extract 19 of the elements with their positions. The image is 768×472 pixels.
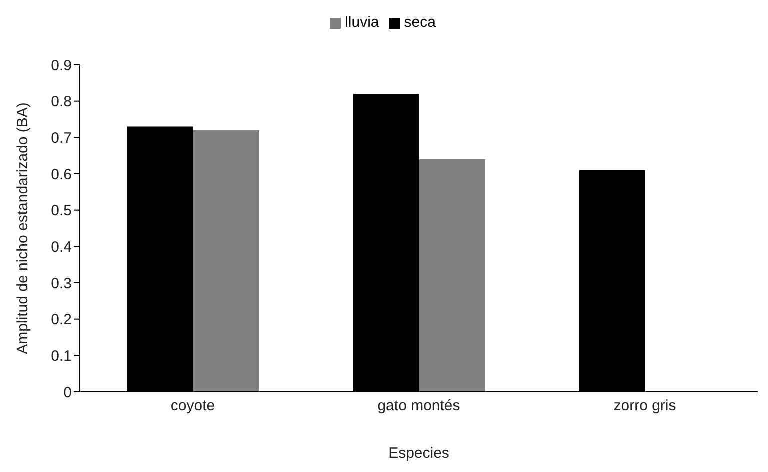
legend-label: seca <box>404 14 436 31</box>
y-tick-label: 0.5 <box>51 202 72 220</box>
legend-label: lluvia <box>345 14 380 31</box>
bar <box>419 159 486 392</box>
y-tick-label: 0.7 <box>51 130 72 147</box>
x-tick-label: gato montés <box>378 398 460 415</box>
y-tick-label: 0.9 <box>51 57 72 74</box>
y-tick-label: 0.8 <box>51 94 72 111</box>
y-tick-label: 0.6 <box>51 166 72 184</box>
y-tick-label: 0.4 <box>51 238 72 256</box>
y-tick-label: 0.1 <box>51 348 72 365</box>
x-axis-title: Especies <box>388 445 450 462</box>
y-tick-label: 0 <box>64 384 72 402</box>
bar <box>193 130 260 392</box>
y-tick-label: 0.2 <box>51 312 72 329</box>
x-tick-label: zorro gris <box>614 398 676 415</box>
x-tick-label: coyote <box>170 398 216 415</box>
y-tick-label: 0.3 <box>51 275 72 292</box>
y-axis-title: Amplitud de nicho estandarizado (BA) <box>14 102 32 354</box>
